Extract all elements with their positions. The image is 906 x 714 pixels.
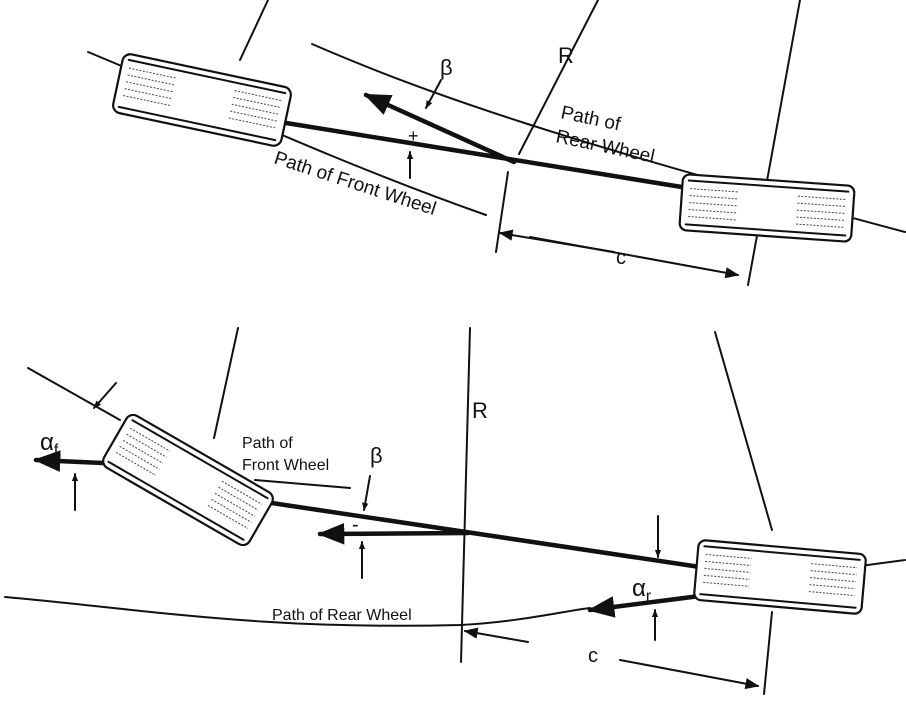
top-beta-arrow [425, 79, 442, 109]
bottom-rear-heading-line [859, 559, 906, 567]
top-plus-sign: + [408, 126, 419, 146]
bottom-radial-line-rear-upper [714, 331, 773, 531]
bottom-radius-label: R [472, 398, 488, 423]
top-radius-label: R [558, 43, 574, 68]
bottom-rear-wheel-path [4, 596, 591, 627]
bottom-rear-path-label: Path of Rear Wheel [272, 607, 412, 624]
bottom-rear-velocity-vector [587, 593, 703, 618]
top-front-path-label: Path of Front Wheel [271, 148, 438, 220]
bottom-c-dimension-left [463, 627, 529, 643]
bottom-front-wheel-path [254, 479, 351, 489]
top-panel: β + R Path of Rear Wheel Path of Front W… [87, 0, 906, 286]
bottom-beta-label: β [370, 443, 383, 468]
top-radial-line-front [239, 0, 269, 61]
bottom-front-path-label-line2: Front Wheel [242, 457, 329, 474]
bottom-alpha-r-label: αr [632, 575, 652, 605]
top-radius-line [518, 0, 599, 155]
top-vehicle-centerline [277, 119, 691, 191]
top-beta-label: β [440, 55, 453, 80]
top-c-label: c [616, 247, 626, 269]
top-velocity-vector [363, 92, 517, 165]
bottom-beta-arrow-upper [362, 475, 371, 511]
bottom-alpha-f-label: αf [40, 429, 59, 459]
bottom-alpha-f-sub: f [54, 442, 59, 459]
bottom-alpha-r-sub: r [646, 588, 652, 605]
top-front-tire [112, 53, 292, 147]
bottom-rear-tire [693, 539, 867, 615]
bottom-alpha-f-base: α [40, 429, 54, 456]
top-c-dimension-left [498, 229, 615, 253]
bottom-vehicle-centerline [262, 499, 703, 570]
bottom-radial-line-front [213, 327, 239, 439]
bottom-radial-line-rear-lower [763, 611, 773, 695]
bottom-front-tire [102, 413, 274, 547]
bottom-alpha-r-base: α [632, 575, 646, 602]
bottom-panel: αf Path of Front Wheel β - R αr Path of … [4, 327, 906, 695]
bottom-c-dimension-right [619, 659, 760, 690]
bottom-c-label: c [588, 645, 598, 667]
bottom-alpha-f-arrow [93, 382, 117, 409]
top-radial-line-rear [747, 0, 801, 286]
bottom-velocity-vector [317, 523, 471, 545]
bottom-radius-line [460, 327, 471, 663]
top-rear-tire [678, 173, 856, 243]
bottom-minus-sign: - [352, 514, 359, 536]
bottom-front-heading-line [27, 367, 121, 421]
top-c-extension-line [495, 171, 509, 253]
bottom-front-path-label-line1: Path of [242, 435, 293, 452]
